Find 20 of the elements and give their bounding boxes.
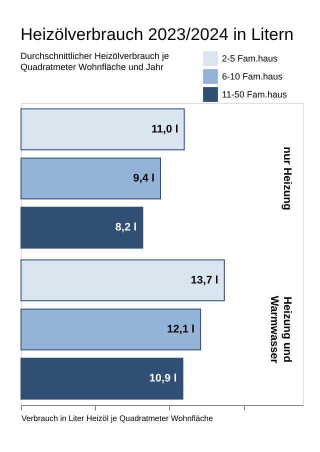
bar — [20, 206, 144, 249]
data-label: 13,7 l — [190, 274, 218, 286]
y-tick-label: nur Heizung — [281, 146, 293, 210]
bar — [20, 158, 162, 200]
data-label: 12,1 l — [167, 324, 195, 336]
legend-label: 11-50 Fam.haus — [222, 90, 288, 100]
chart-subtitle: Durchschnittlicher Heizölverbrauch je Quadratmeter Wohnfläche und Jahr — [20, 51, 170, 72]
bar — [20, 308, 202, 350]
x-axis-title: Verbrauch in Liter Heizöl je Quadratmeter Wohnfläche — [22, 414, 214, 423]
y-tick-label: Heizung und Warmwasser — [268, 296, 293, 364]
data-label: 8,2 l — [115, 222, 137, 234]
legend-label: 6-10 Fam.haus — [222, 72, 284, 82]
bar — [20, 358, 184, 400]
legend-label: 2-5 Fam.haus — [222, 54, 278, 64]
chart-title: Heizölverbrauch 2023/2024 in Litern — [20, 25, 294, 44]
data-label: 10,9 l — [149, 372, 177, 385]
data-label: 9,4 l — [133, 172, 155, 184]
bar — [20, 259, 225, 302]
bar — [20, 108, 185, 150]
data-label: 11,0 l — [151, 123, 178, 136]
